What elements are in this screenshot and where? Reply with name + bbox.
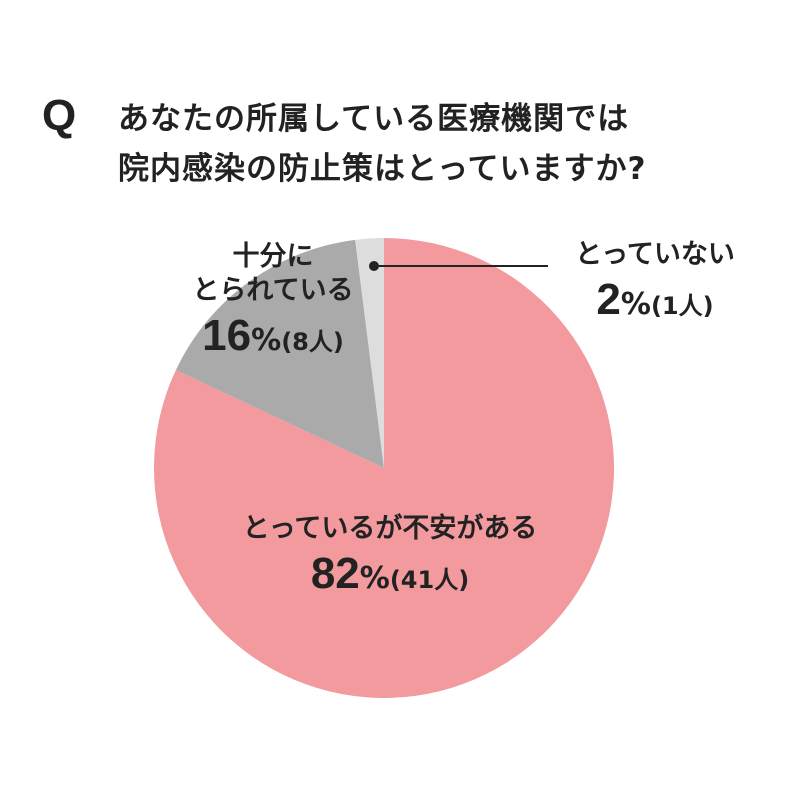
- question-mark: Q: [42, 91, 77, 140]
- slice-count-not-taken: (1人): [650, 291, 714, 320]
- slice-percent-worried: 82: [310, 548, 360, 598]
- slice-percent-sufficient: 16: [202, 310, 252, 360]
- slice-percent-unit-worried: %: [359, 560, 390, 596]
- slice-percent-unit-not-taken: %: [620, 286, 651, 322]
- slice-percent-unit-sufficient: %: [251, 322, 282, 358]
- question-line-1: あなたの所属している医療機関では: [118, 101, 630, 137]
- slice-label-worried: とっているが不安がある 82%(41人): [200, 512, 580, 601]
- slice-label-not-taken: とっていない 2%(1人): [540, 238, 770, 327]
- question-text: あなたの所属している医療機関では 院内感染の防止策はとっていますか?: [118, 94, 647, 194]
- slice-name-worried: とっているが不安がある: [242, 513, 538, 544]
- slice-count-sufficient: (8人): [281, 327, 344, 356]
- question-line-2: 院内感染の防止策はとっていますか?: [118, 151, 647, 187]
- pie-slice-sufficient: [175, 239, 384, 468]
- slice-name-sufficient-2: とられている: [192, 274, 354, 306]
- leader-dot-not-taken: [369, 261, 379, 271]
- slice-count-worried: (41人): [389, 565, 470, 594]
- pie-slice-not-taken: [355, 238, 384, 468]
- slice-label-sufficient: 十分に とられている 16%(8人): [168, 240, 378, 363]
- slice-name-not-taken: とっていない: [575, 239, 735, 270]
- slice-percent-not-taken: 2: [596, 274, 621, 324]
- slice-name-sufficient-1: 十分に: [232, 241, 314, 272]
